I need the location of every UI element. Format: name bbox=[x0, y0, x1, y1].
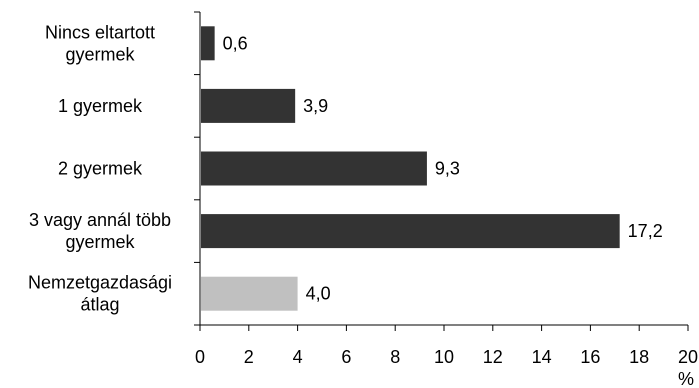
x-axis-tick-label: 8 bbox=[390, 347, 400, 367]
category-label-line: 1 gyermek bbox=[58, 96, 143, 116]
category-label: 2 gyermek bbox=[58, 159, 143, 179]
category-label: 1 gyermek bbox=[58, 96, 143, 116]
category-label-line: átlag bbox=[80, 295, 119, 315]
x-axis-tick-label: 18 bbox=[629, 347, 649, 367]
category-label-line: gyermek bbox=[65, 232, 135, 252]
x-axis-ticks: 0 2 4 6 8 10 12 14 16 18 20 bbox=[195, 325, 698, 367]
bar-value-label: 9,3 bbox=[435, 159, 460, 179]
x-axis-tick-label: 4 bbox=[293, 347, 303, 367]
category-label: Nemzetgazdasági átlag bbox=[28, 273, 172, 315]
category-label: Nincs eltartott gyermek bbox=[45, 22, 155, 64]
bar bbox=[201, 26, 215, 61]
category-label-line: Nemzetgazdasági bbox=[28, 273, 172, 293]
category-label-line: gyermek bbox=[65, 44, 135, 64]
bar-value-label: 0,6 bbox=[223, 33, 248, 53]
bar-value-label: 3,9 bbox=[303, 96, 328, 116]
x-axis-tick-label: 2 bbox=[244, 347, 254, 367]
category-label-line: Nincs eltartott bbox=[45, 22, 155, 42]
category-label: 3 vagy annál több gyermek bbox=[29, 210, 171, 252]
bar bbox=[201, 151, 427, 186]
bar bbox=[201, 276, 298, 311]
y-axis-ticks bbox=[194, 11, 200, 326]
bars-group bbox=[201, 26, 620, 311]
x-axis-tick-label: 14 bbox=[532, 347, 552, 367]
x-axis-tick-label: 16 bbox=[580, 347, 600, 367]
category-label-line: 2 gyermek bbox=[58, 159, 143, 179]
x-axis-unit-label: % bbox=[678, 369, 694, 388]
category-label-line: 3 vagy annál több bbox=[29, 210, 171, 230]
x-axis-tick-label: 20 bbox=[678, 347, 698, 367]
x-axis-tick-label: 0 bbox=[195, 347, 205, 367]
bar-value-label: 17,2 bbox=[628, 221, 663, 241]
x-axis-tick-label: 10 bbox=[434, 347, 454, 367]
bar bbox=[201, 88, 296, 123]
bar bbox=[201, 214, 620, 249]
x-axis-tick-label: 6 bbox=[341, 347, 351, 367]
bar-value-label: 4,0 bbox=[306, 284, 331, 304]
value-labels-group: 0,6 3,9 9,3 17,2 4,0 bbox=[223, 33, 663, 303]
x-axis-tick-label: 12 bbox=[483, 347, 503, 367]
